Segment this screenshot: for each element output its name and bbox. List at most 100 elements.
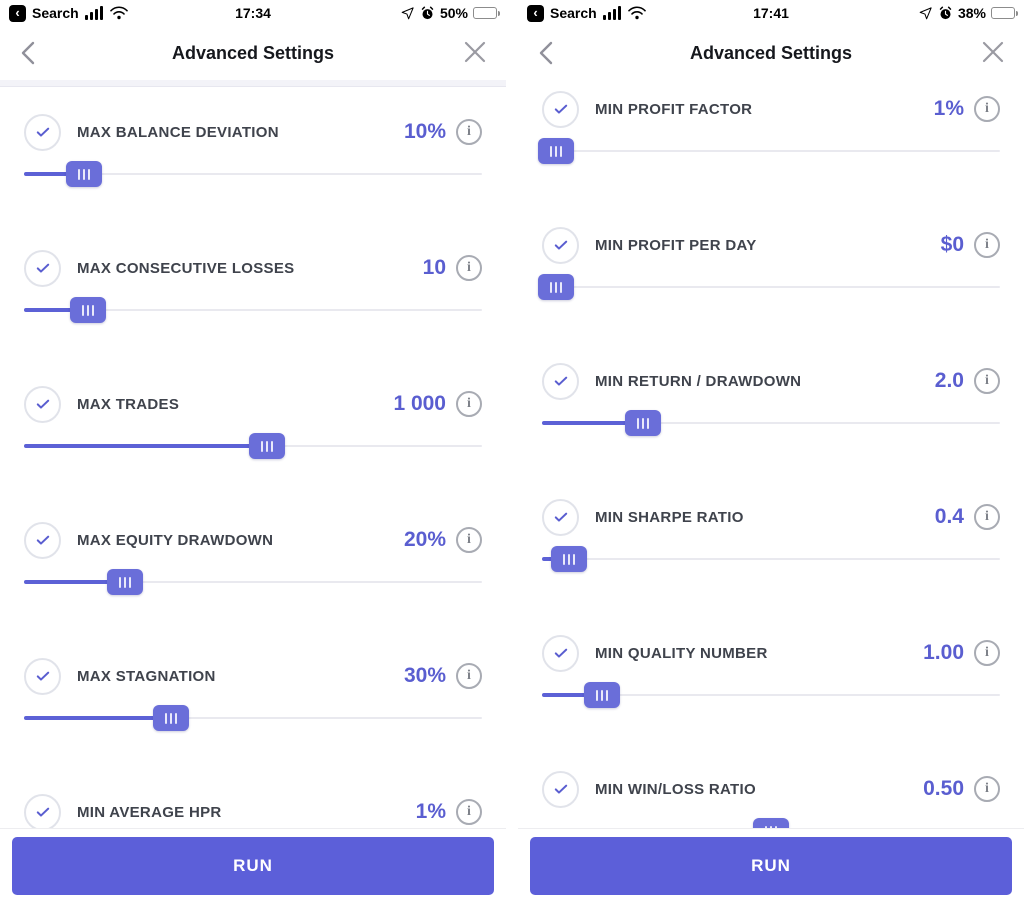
enabled-checkbox[interactable] [542, 90, 579, 128]
slider-track[interactable] [24, 173, 482, 175]
slider[interactable] [24, 161, 482, 187]
slider-thumb[interactable] [551, 546, 588, 572]
slider-thumb[interactable] [583, 682, 620, 708]
setting-row: MAX STAGNATION 30% i [0, 647, 506, 783]
nav-header: Advanced Settings [518, 26, 1024, 80]
slider-thumb[interactable] [65, 161, 102, 187]
back-app-label[interactable]: Search [550, 5, 597, 21]
alarm-clock-icon [939, 6, 952, 19]
checkmark-icon [554, 784, 567, 794]
slider-thumb[interactable] [152, 705, 189, 731]
enabled-checkbox[interactable] [542, 362, 579, 400]
close-icon[interactable] [978, 37, 1008, 67]
back-chevron-icon[interactable] [18, 39, 40, 67]
slider-thumb[interactable] [624, 410, 661, 436]
enabled-checkbox[interactable] [542, 634, 579, 672]
setting-label: MAX TRADES [77, 395, 180, 413]
setting-row: MIN SHARPE RATIO 0.4 i [518, 488, 1024, 624]
enabled-checkbox[interactable] [24, 521, 61, 559]
setting-label: MIN AVERAGE HPR [77, 803, 222, 821]
setting-row: MAX EQUITY DRAWDOWN 20% i [0, 511, 506, 647]
slider[interactable] [537, 138, 1000, 164]
setting-value: 1.00 [923, 641, 964, 664]
back-to-app-icon[interactable]: ‹ [9, 4, 26, 22]
run-button[interactable]: RUN [530, 837, 1012, 895]
slider-track[interactable] [542, 422, 1000, 424]
back-to-app-control[interactable]: ‹ Search [9, 4, 128, 22]
back-to-app-control[interactable]: ‹ Search [527, 4, 646, 22]
slider[interactable] [542, 682, 1000, 708]
slider-thumb[interactable] [537, 274, 574, 300]
info-icon[interactable]: i [974, 776, 1000, 802]
slider-track[interactable] [24, 309, 482, 311]
enabled-checkbox[interactable] [24, 385, 61, 423]
info-icon[interactable]: i [456, 799, 482, 825]
setting-label: MIN PROFIT FACTOR [595, 100, 753, 118]
enabled-checkbox[interactable] [542, 770, 579, 808]
back-chevron-icon[interactable] [536, 39, 558, 67]
info-icon[interactable]: i [974, 96, 1000, 122]
slider[interactable] [542, 546, 1000, 572]
info-icon[interactable]: i [456, 391, 482, 417]
settings-list: MIN PROFIT FACTOR 1% i MIN PROFIT PER DA… [518, 80, 1024, 910]
slider-track[interactable] [24, 581, 482, 583]
setting-value: 0.50 [923, 777, 964, 800]
slider[interactable] [537, 274, 1000, 300]
status-bar: ‹ Search 17:34 [0, 0, 506, 26]
enabled-checkbox[interactable] [24, 249, 61, 287]
setting-value: 1 000 [393, 392, 446, 415]
info-icon[interactable]: i [974, 640, 1000, 666]
checkmark-icon [36, 399, 49, 409]
slider[interactable] [24, 433, 482, 459]
phone-screen-left: ‹ Search 17:34 [0, 0, 506, 910]
page-title: Advanced Settings [689, 42, 853, 63]
checkmark-icon [554, 648, 567, 658]
settings-list: MAX BALANCE DEVIATION 10% i MAX CONSECUT… [0, 80, 506, 910]
slider-track[interactable] [542, 150, 1000, 152]
slider[interactable] [24, 569, 482, 595]
info-icon[interactable]: i [974, 232, 1000, 258]
setting-value: 1% [933, 97, 964, 120]
setting-label: MAX CONSECUTIVE LOSSES [77, 259, 295, 277]
slider-track[interactable] [542, 558, 1000, 560]
slider-fill [24, 308, 89, 312]
setting-value: 1% [415, 800, 446, 823]
enabled-checkbox[interactable] [542, 498, 579, 536]
checkmark-icon [554, 512, 567, 522]
info-icon[interactable]: i [456, 527, 482, 553]
slider-track[interactable] [542, 286, 1000, 288]
slider[interactable] [542, 410, 1000, 436]
setting-label: MAX STAGNATION [77, 667, 216, 685]
enabled-checkbox[interactable] [24, 657, 61, 695]
slider-track[interactable] [24, 717, 482, 719]
location-arrow-icon [919, 6, 932, 19]
slider[interactable] [24, 297, 482, 323]
back-app-label[interactable]: Search [32, 5, 79, 21]
slider[interactable] [24, 705, 482, 731]
slider-track[interactable] [542, 694, 1000, 696]
slider-fill [24, 444, 267, 448]
checkmark-icon [36, 807, 49, 817]
info-icon[interactable]: i [456, 119, 482, 145]
enabled-checkbox[interactable] [542, 226, 579, 264]
slider-fill [24, 172, 84, 176]
checkmark-icon [36, 671, 49, 681]
slider-thumb[interactable] [537, 138, 574, 164]
checkmark-icon [36, 535, 49, 545]
setting-value: $0 [940, 233, 964, 256]
run-button[interactable]: RUN [12, 837, 494, 895]
slider-thumb[interactable] [106, 569, 143, 595]
info-icon[interactable]: i [974, 504, 1000, 530]
back-to-app-icon[interactable]: ‹ [527, 4, 544, 22]
setting-value: 20% [403, 528, 446, 551]
info-icon[interactable]: i [456, 255, 482, 281]
setting-value: 10% [403, 120, 446, 143]
battery-icon [473, 7, 500, 19]
info-icon[interactable]: i [456, 663, 482, 689]
slider-thumb[interactable] [248, 433, 285, 459]
slider-thumb[interactable] [70, 297, 107, 323]
close-icon[interactable] [460, 37, 490, 67]
info-icon[interactable]: i [974, 368, 1000, 394]
enabled-checkbox[interactable] [24, 793, 61, 831]
enabled-checkbox[interactable] [24, 113, 61, 151]
